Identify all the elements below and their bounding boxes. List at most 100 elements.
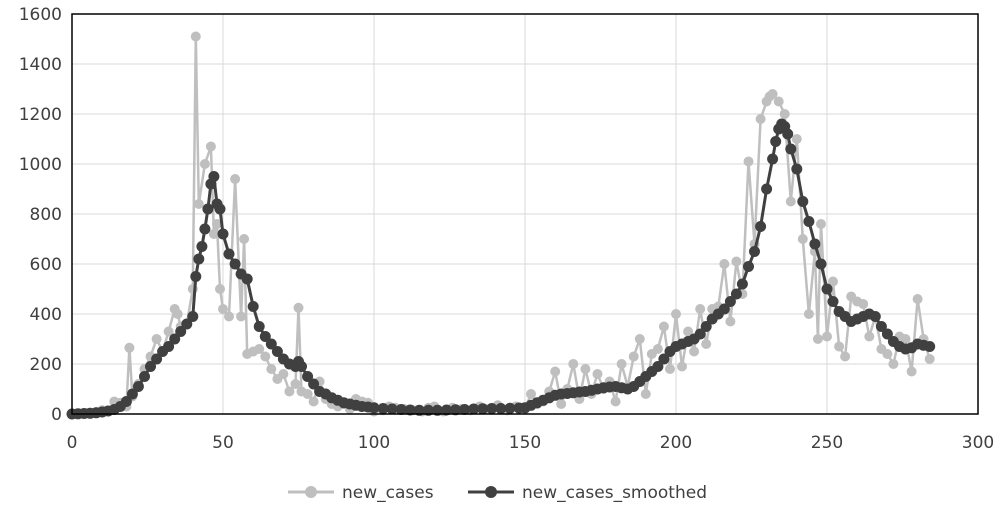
data-point (610, 396, 621, 407)
data-point (187, 311, 199, 322)
data-point (755, 221, 767, 232)
y-tick-label: 200 (30, 355, 62, 375)
data-point (779, 109, 790, 119)
data-point (815, 258, 827, 270)
data-point (217, 228, 229, 240)
data-point (652, 361, 664, 372)
data-point (139, 371, 150, 382)
data-point (803, 216, 815, 227)
y-tick-label: 0 (51, 405, 62, 425)
data-point (689, 346, 700, 357)
y-tick-label: 1200 (19, 105, 62, 125)
data-point (568, 359, 579, 369)
data-point (773, 96, 784, 107)
data-point (181, 318, 193, 330)
data-point (422, 404, 434, 416)
data-point (368, 402, 380, 414)
data-point (640, 389, 651, 399)
data-point (906, 366, 917, 377)
y-tick-label: 1400 (19, 55, 62, 75)
data-point (671, 309, 681, 319)
data-point (803, 309, 814, 319)
data-point (526, 389, 536, 399)
data-point (840, 351, 851, 362)
data-point (628, 351, 639, 362)
data-point (196, 241, 208, 252)
data-point (827, 296, 839, 307)
data-point (924, 354, 935, 364)
data-point (864, 331, 875, 342)
data-point (900, 334, 911, 344)
data-point (212, 219, 222, 229)
data-point (271, 346, 283, 357)
data-point (616, 359, 627, 369)
data-point (260, 351, 271, 362)
y-tick-label: 400 (30, 305, 62, 325)
data-point (290, 379, 301, 389)
data-point (730, 288, 742, 300)
data-point (230, 174, 241, 184)
data-point (749, 246, 760, 257)
series-new_cases (67, 31, 935, 419)
data-point (450, 404, 461, 416)
data-point (214, 203, 226, 215)
y-tick-label: 1000 (19, 155, 62, 175)
data-point (215, 284, 225, 294)
data-point (265, 338, 277, 350)
data-point (377, 403, 389, 414)
data-point (175, 326, 187, 337)
data-point (404, 404, 416, 416)
data-point (308, 378, 320, 390)
data-point (124, 342, 135, 353)
data-point (912, 294, 923, 304)
legend: new_cases new_cases_smoothed (288, 483, 707, 503)
data-point (241, 273, 253, 285)
legend-label: new_cases_smoothed (522, 483, 707, 503)
data-point (828, 276, 838, 287)
data-point (888, 359, 899, 369)
data-point (858, 299, 869, 309)
data-point (413, 404, 425, 416)
series-line (71, 35, 931, 416)
data-point (172, 309, 183, 319)
x-tick-label: 100 (358, 433, 390, 453)
data-point (797, 196, 809, 207)
data-point (677, 361, 687, 372)
data-point (809, 238, 821, 250)
legend-marker (485, 486, 497, 498)
data-point (694, 328, 706, 340)
data-point (151, 334, 162, 344)
data-point (441, 404, 452, 416)
data-point (767, 89, 778, 99)
data-point (755, 114, 766, 124)
data-point (293, 302, 304, 313)
data-point (199, 223, 211, 235)
data-point (556, 399, 567, 409)
legend-marker (305, 486, 317, 498)
data-point (193, 253, 205, 265)
data-point (486, 403, 498, 414)
data-point (253, 321, 265, 332)
data-point (683, 326, 694, 337)
data-point (169, 333, 181, 345)
data-point (718, 303, 730, 315)
x-tick-label: 200 (660, 433, 692, 453)
data-point (770, 136, 782, 147)
y-tick-label: 800 (30, 205, 62, 225)
data-point (785, 143, 797, 155)
data-point (395, 404, 407, 415)
data-point (816, 219, 826, 229)
data-point (202, 203, 214, 215)
data-point (236, 311, 247, 322)
data-point (785, 196, 796, 207)
y-tick-label: 1600 (19, 5, 62, 25)
data-point (218, 304, 228, 314)
data-point (767, 153, 779, 165)
data-point (190, 271, 202, 282)
data-point (695, 304, 706, 314)
data-point (302, 389, 313, 399)
y-tick-label: 600 (30, 255, 62, 275)
data-point (120, 396, 132, 407)
